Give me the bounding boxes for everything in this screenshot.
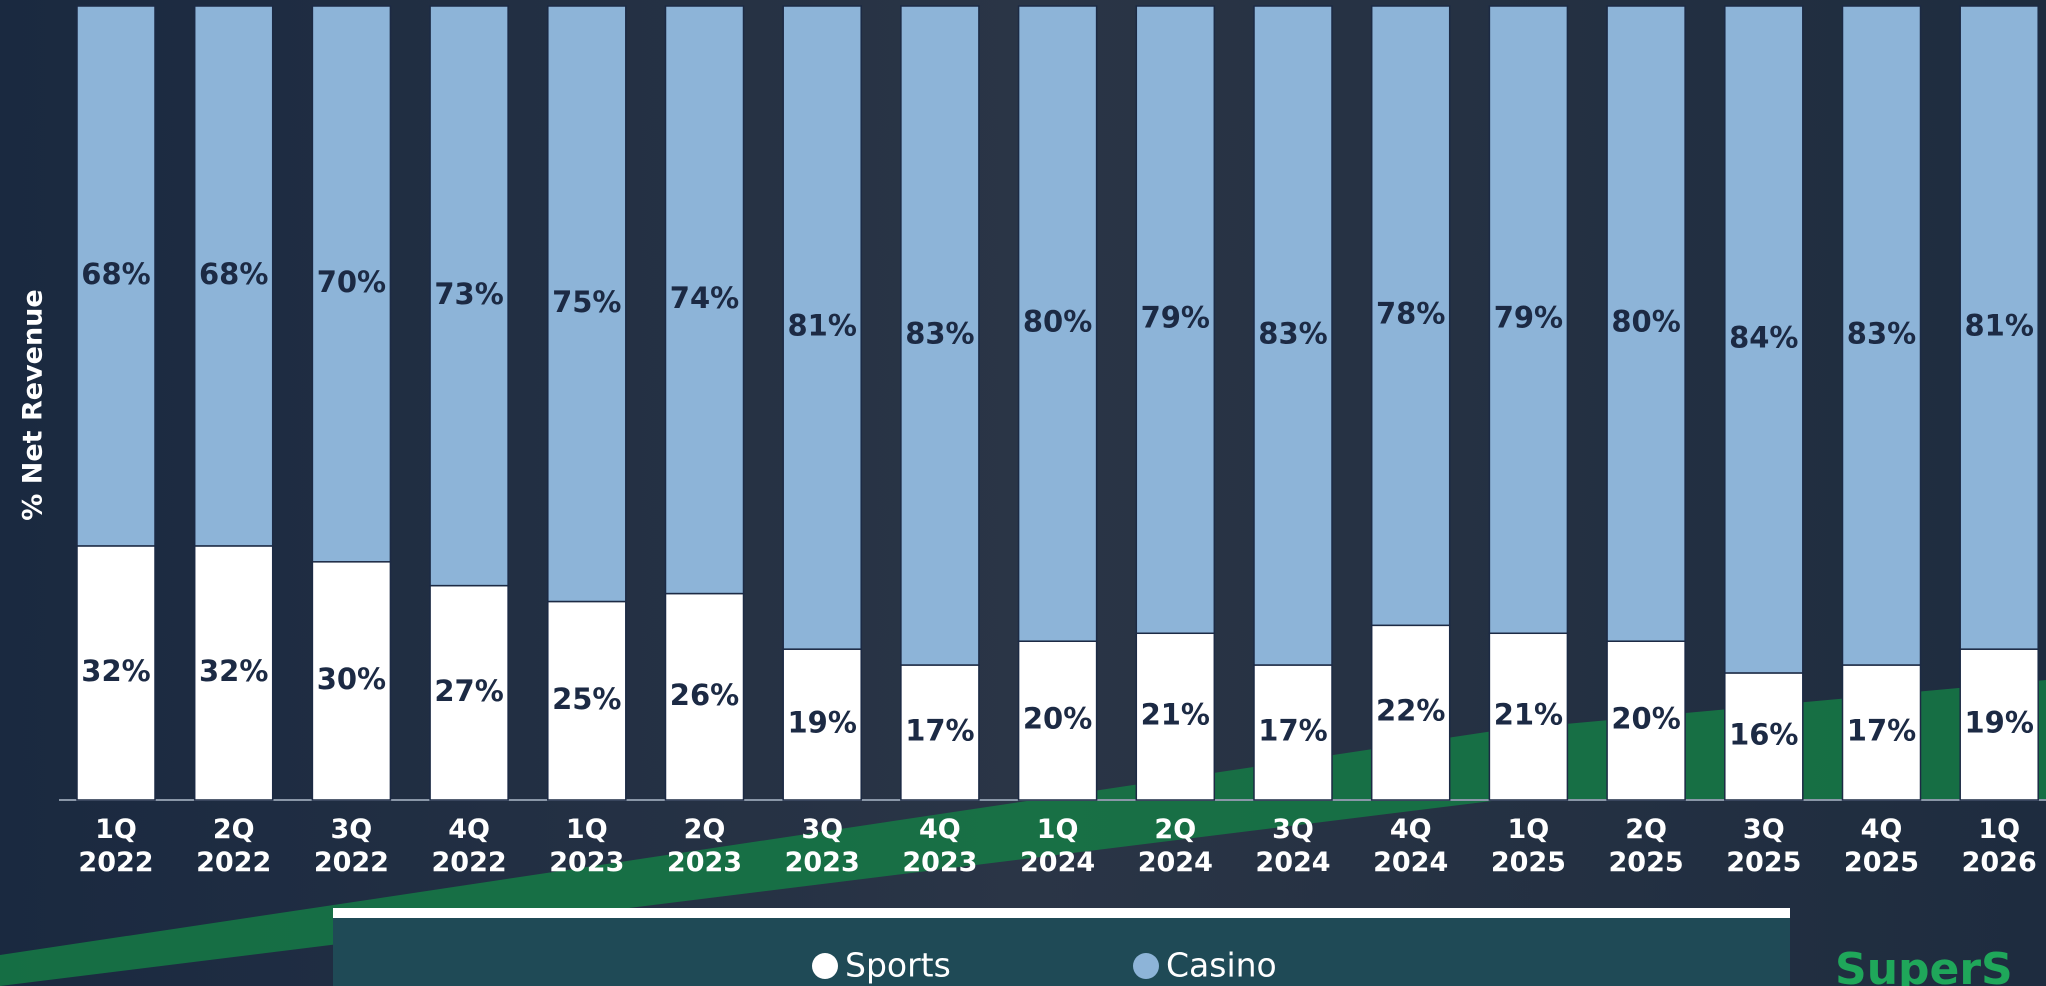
bar-segment	[1017, 5, 1098, 642]
value-label: 25%	[552, 682, 621, 716]
bar-segment	[900, 664, 980, 801]
bar-segment	[782, 5, 862, 650]
value-label: 21%	[1141, 698, 1210, 732]
bar-segment	[193, 5, 274, 547]
bar-segment	[1135, 632, 1216, 801]
value-label: 20%	[1023, 702, 1092, 736]
value-label: 19%	[1964, 706, 2033, 740]
value-label: 80%	[1611, 305, 1680, 339]
value-label: 83%	[1847, 317, 1916, 351]
x-tick-label: 1Q 2022	[78, 814, 154, 878]
x-tick-label: 3Q 2023	[784, 814, 860, 878]
legend-label: Sports	[845, 946, 951, 985]
value-label: 74%	[670, 281, 739, 315]
value-label: 75%	[552, 285, 621, 319]
bar-segment	[1017, 640, 1098, 801]
x-tick-label: 4Q 2023	[902, 814, 978, 878]
value-label: 80%	[1023, 305, 1092, 339]
bar-segment	[76, 5, 156, 547]
bar-segment	[900, 5, 980, 666]
bar-segment	[1606, 640, 1686, 801]
bar-segment	[664, 5, 745, 595]
bar-segment	[1841, 5, 1922, 666]
x-tick-label: 2Q 2024	[1137, 814, 1213, 878]
bar-segment	[1135, 5, 1216, 635]
value-label: 81%	[1964, 309, 2033, 343]
x-tick-label: 3Q 2024	[1255, 814, 1331, 878]
value-label: 84%	[1729, 320, 1798, 354]
bar-segment	[429, 5, 509, 587]
value-label: 19%	[787, 706, 856, 740]
x-tick-label: 1Q 2026	[1961, 814, 2037, 878]
bar-segment	[1370, 624, 1451, 801]
x-tick-label: 3Q 2022	[313, 814, 389, 878]
x-tick-label: 4Q 2025	[1843, 814, 1920, 878]
bar-segment	[1841, 664, 1922, 801]
bar-segment	[1606, 5, 1686, 642]
bar-segment	[1488, 5, 1569, 635]
value-label: 79%	[1141, 301, 1210, 335]
value-label: 27%	[434, 674, 503, 708]
y-axis-label: % Net Revenue	[18, 289, 49, 520]
legend-swatch	[812, 953, 838, 979]
x-tick-label: 3Q 2025	[1726, 814, 1802, 878]
value-label: 68%	[199, 257, 268, 291]
bar-segment	[547, 5, 627, 603]
value-label: 73%	[434, 277, 503, 311]
value-label: 78%	[1376, 297, 1445, 331]
bar-segment	[1253, 5, 1333, 666]
bar-segment	[1959, 5, 2039, 650]
value-label: 81%	[787, 309, 856, 343]
bar-segment	[311, 5, 392, 563]
logo: SuperS	[1835, 944, 2013, 986]
legend-swatch	[1133, 953, 1159, 979]
bar-segment	[193, 545, 274, 801]
bar-segment	[1370, 5, 1451, 627]
value-label: 17%	[905, 714, 974, 748]
bar-segment	[782, 648, 862, 801]
value-label: 17%	[1847, 714, 1916, 748]
bar-segment	[1488, 632, 1569, 801]
value-label: 83%	[905, 317, 974, 351]
x-tick-label: 2Q 2025	[1608, 814, 1684, 878]
x-tick-label: 1Q 2024	[1020, 814, 1096, 878]
value-label: 70%	[317, 265, 386, 299]
value-label: 68%	[81, 257, 150, 291]
value-label: 17%	[1258, 714, 1327, 748]
x-tick-label: 4Q 2024	[1373, 814, 1449, 878]
value-label: 32%	[199, 654, 268, 688]
bar-segment	[1253, 664, 1333, 801]
bar-segment	[664, 592, 745, 801]
x-tick-label: 4Q 2022	[431, 814, 507, 878]
legend-rule	[333, 908, 1790, 918]
legend-label: Casino	[1166, 946, 1277, 985]
x-tick-label: 2Q 2023	[666, 814, 743, 878]
x-tick-label: 1Q 2025	[1490, 814, 1566, 878]
value-label: 79%	[1494, 301, 1563, 335]
value-label: 20%	[1611, 702, 1680, 736]
bar-segment	[1724, 5, 1804, 674]
value-label: 21%	[1494, 698, 1563, 732]
bar-segment	[1959, 648, 2039, 801]
value-label: 32%	[81, 654, 150, 688]
value-label: 22%	[1376, 694, 1445, 728]
x-tick-label: 1Q 2023	[549, 814, 625, 878]
x-tick-label: 2Q 2022	[196, 814, 272, 878]
bar-segment	[76, 545, 156, 801]
bar-segment	[311, 561, 392, 801]
value-label: 83%	[1258, 317, 1327, 351]
bar-segment	[429, 584, 509, 801]
value-label: 16%	[1729, 717, 1798, 751]
value-label: 26%	[670, 678, 739, 712]
legend-box	[333, 918, 1790, 986]
value-label: 30%	[317, 662, 386, 696]
